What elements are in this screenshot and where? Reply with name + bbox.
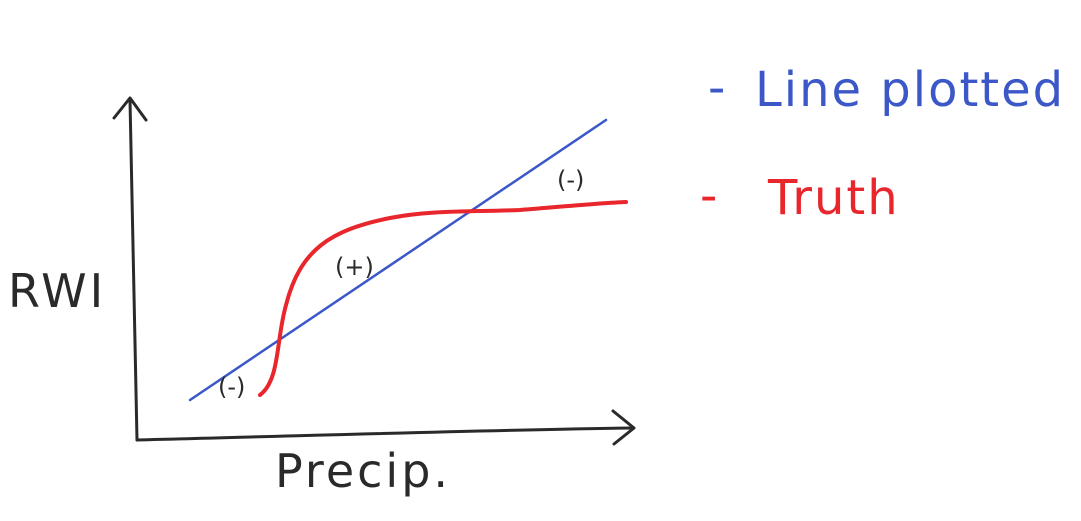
region-mark-upper-right: (-) — [557, 166, 584, 194]
region-mark-middle: (+) — [335, 253, 374, 281]
y-axis — [128, 98, 139, 442]
region-mark-lower-left: (-) — [218, 373, 245, 401]
legend-truth-label: Truth — [767, 170, 900, 226]
fitted-line — [188, 118, 608, 402]
x-axis-label: Precip. — [275, 444, 451, 498]
legend: - Line plotted - Truth — [700, 60, 1065, 226]
y-axis-arrowhead — [112, 96, 148, 122]
legend-fitted-label: Line plotted — [755, 62, 1065, 118]
legend-fitted-dash: - — [708, 60, 727, 116]
y-axis-label: RWI — [8, 264, 106, 318]
x-axis — [135, 426, 635, 442]
x-axis-arrowhead — [611, 409, 636, 446]
truth-curve — [258, 200, 628, 397]
legend-truth-dash: - — [700, 168, 719, 224]
